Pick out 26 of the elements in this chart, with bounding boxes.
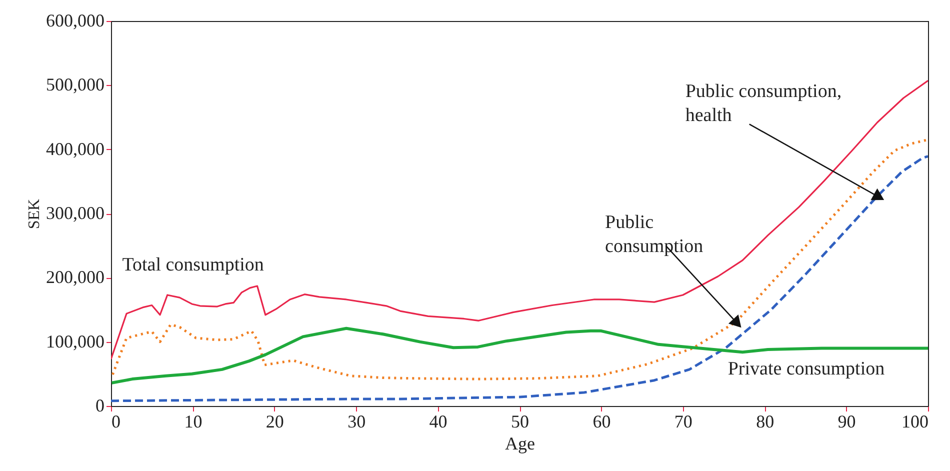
x-tick-label: 70 [674, 412, 692, 432]
x-tick-label: 20 [266, 412, 284, 432]
y-tick-label: 300,000 [46, 203, 104, 223]
x-tick-label: 30 [348, 412, 366, 432]
x-axis-title: Age [505, 434, 535, 454]
x-tick-label: 50 [511, 412, 529, 432]
text: Public consumption [605, 212, 704, 257]
y-tick-label: 0 [96, 396, 104, 416]
x-tick-label: 90 [838, 412, 856, 432]
x-tick-label: 40 [429, 412, 448, 432]
y-axis-title: SEK [26, 198, 43, 230]
x-tick-label: 80 [756, 412, 774, 432]
y-tick-label: 400,000 [46, 138, 104, 159]
y-tick-label: 600,000 [46, 10, 104, 30]
x-tick-label: 0 [112, 412, 120, 432]
y-tick-label: 500,000 [46, 74, 104, 95]
y-tick-label: 100,000 [46, 331, 104, 352]
series-label: Total consumption [122, 254, 264, 276]
line-series [111, 80, 928, 360]
y-tick-label: 200,000 [46, 267, 104, 288]
x-tick-label: 60 [592, 412, 611, 432]
series-label: Private consumption [728, 358, 886, 380]
line-series [111, 326, 928, 384]
x-tick-label: 10 [184, 412, 202, 432]
text: Public consumption, health [685, 81, 842, 126]
x-tick-label: 100 [902, 412, 928, 432]
